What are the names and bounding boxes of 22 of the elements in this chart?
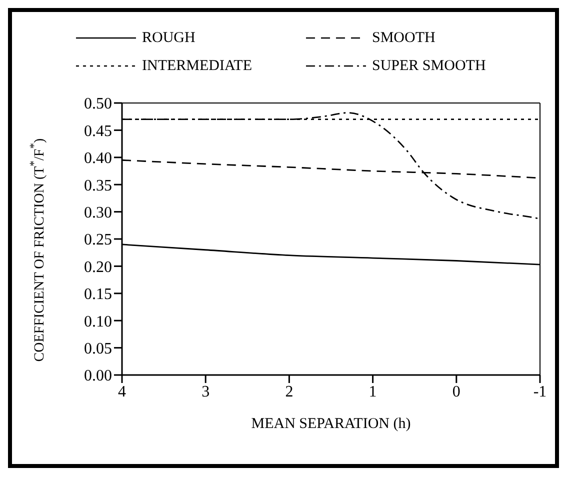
legend-label: SUPER SMOOTH — [372, 58, 486, 74]
legend-label: ROUGH — [142, 30, 196, 46]
legend-label: INTERMEDIATE — [142, 58, 252, 74]
x-tick-label: 1 — [368, 383, 377, 400]
x-tick-label: 0 — [452, 383, 460, 400]
x-tick-label: 3 — [202, 383, 210, 400]
x-axis-title: MEAN SEPARATION (h) — [251, 416, 411, 432]
y-tick-label: 0.50 — [84, 96, 112, 113]
y-tick-label: 0.35 — [84, 177, 112, 194]
legend-label: SMOOTH — [372, 30, 436, 46]
y-tick-label: 0.05 — [84, 340, 112, 358]
y-tick-label: 0.20 — [84, 258, 112, 276]
x-tick-label: 2 — [285, 383, 294, 400]
x-tick-label: -1 — [533, 383, 547, 400]
y-tick-label: 0.45 — [84, 122, 112, 140]
y-tick-label: 0.15 — [84, 286, 112, 304]
y-tick-label: 0.00 — [84, 368, 112, 385]
y-tick-label: 0.30 — [84, 204, 112, 222]
x-tick-label: 4 — [118, 383, 126, 400]
y-tick-label: 0.25 — [84, 232, 112, 249]
y-tick-label: 0.40 — [84, 150, 112, 168]
y-tick-label: 0.10 — [84, 313, 112, 330]
